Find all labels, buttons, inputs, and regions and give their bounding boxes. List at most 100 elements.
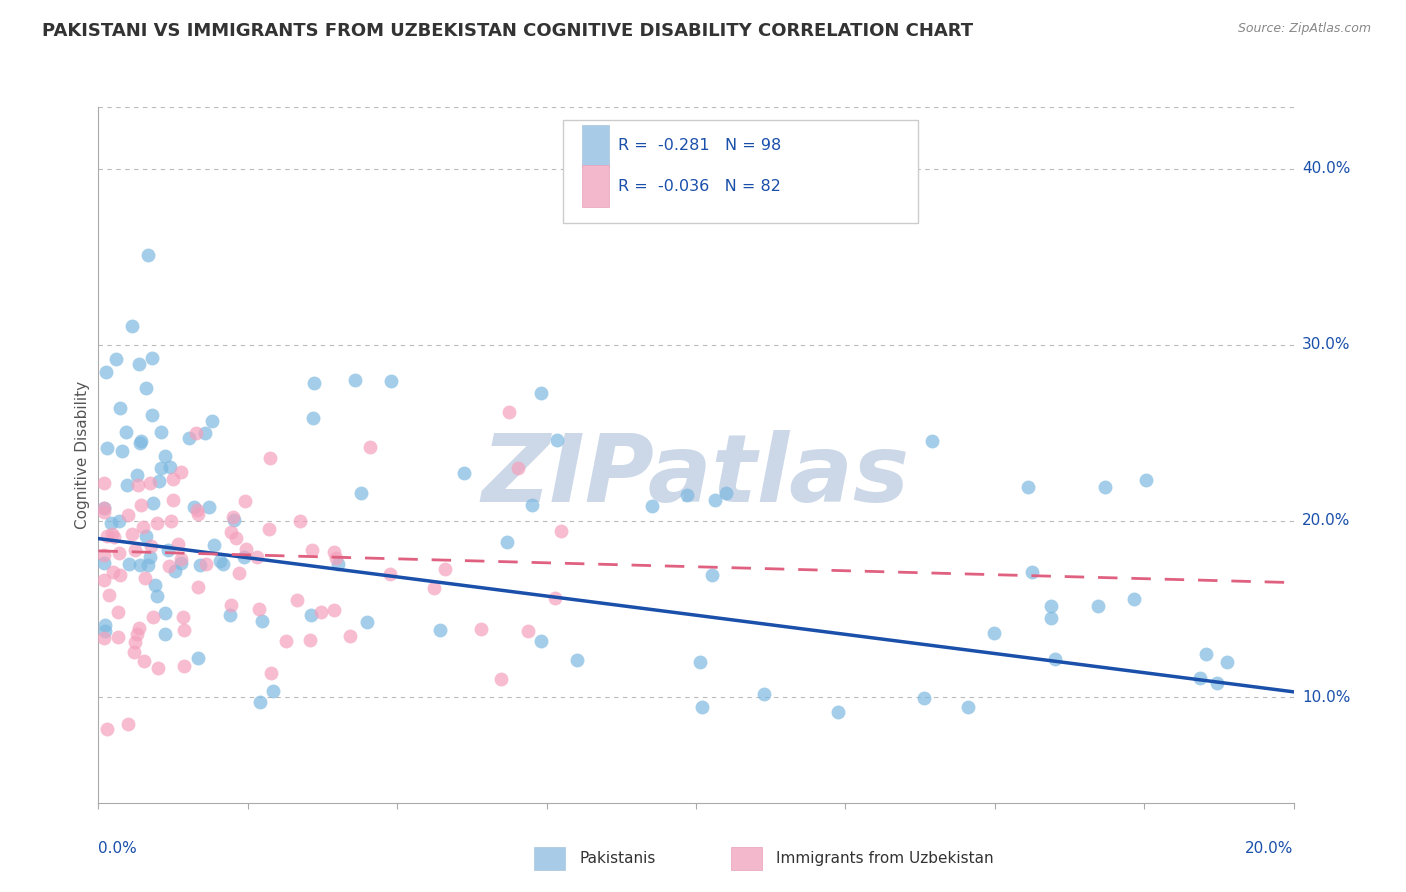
Point [183, 500, 205, 514]
Point [983, 626, 1005, 640]
Point [224, 513, 246, 527]
Point [172, 610, 194, 624]
Text: PAKISTANI VS IMMIGRANTS FROM UZBEKISTAN COGNITIVE DISABILITY CORRELATION CHART: PAKISTANI VS IMMIGRANTS FROM UZBEKISTAN … [42, 22, 973, 40]
Point [129, 435, 152, 450]
Point [422, 581, 444, 595]
Point [107, 630, 129, 644]
Point [135, 381, 157, 395]
Point [146, 516, 169, 530]
Point [339, 629, 361, 643]
Point [135, 529, 157, 543]
Point [128, 621, 150, 635]
Point [260, 666, 283, 681]
Point [675, 488, 697, 502]
Point [127, 468, 149, 483]
Y-axis label: Cognitive Disability: Cognitive Disability [75, 381, 90, 529]
Point [138, 476, 160, 491]
Point [323, 602, 346, 616]
Point [173, 623, 195, 637]
Point [96, 723, 118, 737]
Point [117, 477, 139, 491]
Point [142, 495, 165, 509]
Point [228, 566, 250, 580]
Point [94, 365, 117, 379]
Point [132, 520, 155, 534]
Point [153, 606, 176, 620]
Point [117, 716, 139, 731]
Point [276, 633, 298, 648]
Point [194, 426, 217, 441]
Point [160, 514, 183, 528]
Point [1021, 565, 1043, 579]
Point [167, 537, 190, 551]
Text: ZIPatlas: ZIPatlas [482, 430, 910, 522]
Point [323, 545, 346, 559]
Point [211, 558, 233, 572]
Point [142, 610, 165, 624]
Point [550, 524, 572, 538]
Point [124, 542, 146, 557]
Point [162, 473, 184, 487]
Point [290, 515, 312, 529]
Point [93, 631, 115, 645]
Point [1040, 610, 1063, 624]
Point [1039, 599, 1062, 614]
Point [93, 501, 115, 516]
Point [219, 598, 242, 612]
Point [356, 615, 378, 629]
Point [136, 248, 159, 262]
Point [689, 655, 711, 669]
Point [301, 543, 323, 558]
Point [156, 542, 179, 557]
Point [163, 564, 186, 578]
Point [259, 451, 281, 466]
Point [714, 485, 737, 500]
Point [173, 658, 195, 673]
Point [1043, 652, 1066, 666]
Point [1122, 591, 1144, 606]
Point [153, 627, 176, 641]
Point [754, 687, 776, 701]
Point [380, 566, 402, 581]
Text: 30.0%: 30.0% [1302, 337, 1350, 352]
Point [434, 562, 457, 576]
Point [131, 434, 153, 449]
Point [247, 602, 270, 616]
Point [235, 542, 257, 557]
Text: 40.0%: 40.0% [1302, 161, 1350, 177]
Point [517, 624, 540, 639]
Point [127, 478, 149, 492]
Point [186, 503, 208, 517]
Text: 20.0%: 20.0% [1246, 841, 1294, 856]
Point [93, 500, 115, 515]
Point [145, 589, 167, 603]
Point [956, 700, 979, 714]
Point [184, 426, 207, 441]
Point [108, 514, 131, 528]
Text: 10.0%: 10.0% [1302, 690, 1350, 705]
Point [1206, 676, 1229, 690]
Point [208, 553, 231, 567]
Point [100, 516, 122, 531]
Point [302, 411, 325, 425]
Point [263, 684, 285, 698]
Point [221, 509, 243, 524]
Point [139, 540, 162, 554]
Point [359, 440, 381, 454]
Point [93, 475, 115, 490]
Point [194, 558, 217, 572]
Point [153, 450, 176, 464]
Point [107, 605, 129, 619]
Point [118, 557, 141, 571]
Point [159, 559, 181, 574]
Point [188, 558, 211, 572]
Point [246, 550, 269, 565]
Point [530, 634, 553, 648]
Point [93, 505, 115, 519]
Point [543, 591, 565, 606]
Point [108, 568, 131, 582]
Point [141, 408, 163, 422]
Point [380, 374, 402, 388]
Text: Immigrants from Uzbekistan: Immigrants from Uzbekistan [776, 851, 994, 866]
Point [1017, 480, 1039, 494]
